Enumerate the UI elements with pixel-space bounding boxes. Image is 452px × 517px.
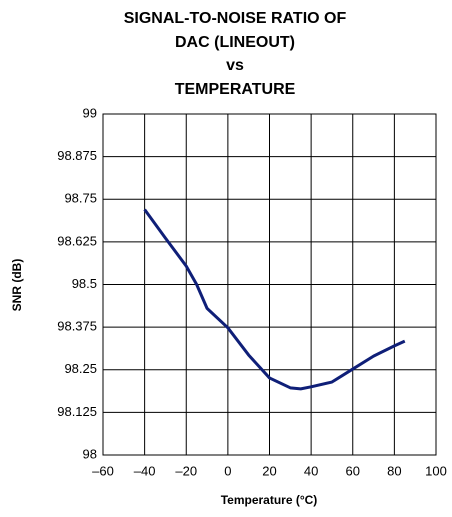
y-tick-label: 99 [83, 105, 97, 120]
y-tick-label: 98.5 [72, 276, 97, 291]
y-tick-label: 98.25 [64, 361, 97, 376]
x-tick-label: –20 [175, 463, 197, 478]
data-line [143, 208, 406, 391]
x-tick-label: 100 [425, 463, 447, 478]
x-tick-label: 0 [224, 463, 231, 478]
y-tick-label: 98.375 [57, 319, 97, 334]
x-tick-label: –60 [92, 463, 114, 478]
y-tick-label: 98 [83, 446, 97, 461]
x-tick-label: 60 [346, 463, 360, 478]
y-axis-label: SNR (dB) [10, 259, 24, 312]
x-tick-label: 40 [304, 463, 318, 478]
chart-title: TEMPERATURE [175, 81, 296, 98]
chart-title: DAC (LINEOUT) [175, 34, 295, 51]
chart-title: vs [226, 57, 244, 74]
x-tick-label: –40 [134, 463, 156, 478]
y-tick-label: 98.75 [64, 191, 97, 206]
plot-frame [102, 113, 437, 456]
x-tick-label: 80 [387, 463, 401, 478]
y-tick-label: 98.625 [57, 233, 97, 248]
chart-title: SIGNAL-TO-NOISE RATIO OF [124, 10, 347, 27]
y-tick-label: 98.875 [57, 148, 97, 163]
x-axis-label: Temperature (°C) [221, 493, 318, 507]
x-tick-label: 20 [262, 463, 276, 478]
y-tick-label: 98.125 [57, 404, 97, 419]
